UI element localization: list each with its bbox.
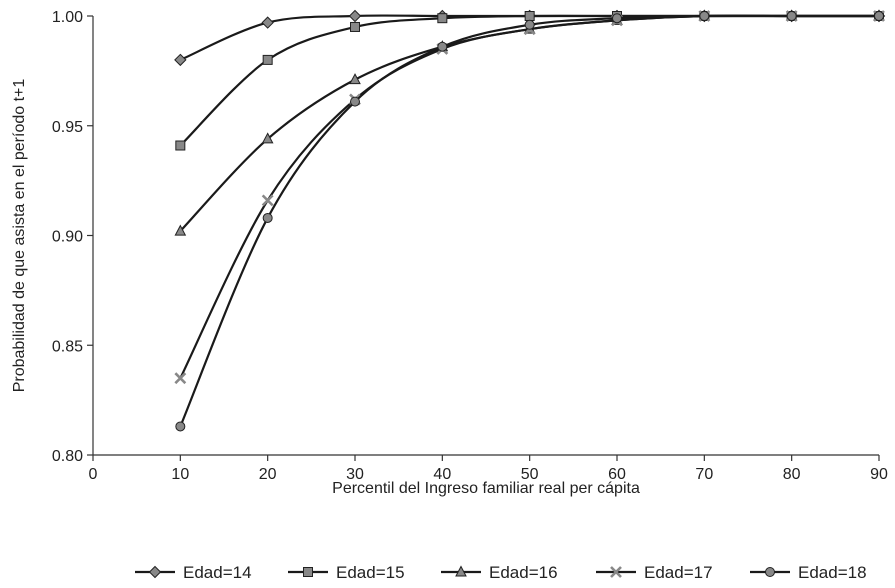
legend-label: Edad=18	[798, 563, 867, 582]
data-point	[174, 372, 187, 385]
data-point	[524, 19, 535, 30]
data-point	[350, 96, 360, 107]
data-point	[174, 53, 187, 67]
data-point	[786, 11, 797, 21]
data-point	[612, 13, 622, 24]
series-line	[179, 14, 879, 147]
series-line	[179, 14, 879, 427]
legend-marker	[303, 567, 313, 577]
legend-item: Edad=17	[596, 563, 713, 582]
y-axis-title: Probabilidad de que asista en el período…	[11, 79, 28, 393]
data-point	[348, 9, 362, 23]
data-point	[699, 11, 710, 21]
legend-item: Edad=18	[750, 563, 867, 582]
data-point	[175, 421, 186, 432]
series-line	[179, 14, 879, 379]
x-tick-label: 60	[608, 466, 626, 483]
data-point	[349, 73, 361, 85]
x-tick-label: 70	[695, 466, 713, 483]
data-point	[261, 132, 274, 144]
data-point	[175, 140, 186, 151]
data-point	[437, 13, 448, 24]
data-point	[261, 16, 274, 29]
legend-marker	[765, 567, 775, 577]
y-tick-label: 1.00	[52, 9, 83, 26]
legend: Edad=14 Edad=15 Edad=16 Edad=17 Edad=18	[135, 563, 867, 582]
x-tick-label: 40	[433, 466, 451, 483]
axes	[92, 16, 879, 456]
x-tick-label: 30	[346, 466, 364, 483]
legend-item: Edad=15	[288, 563, 405, 582]
y-tick-label: 0.90	[52, 229, 83, 246]
legend-marker	[610, 566, 622, 578]
data-point	[437, 41, 448, 52]
x-axis-title: Percentil del Ingreso familiar real per …	[332, 480, 640, 497]
y-tick-label: 0.85	[52, 338, 83, 355]
legend-item: Edad=14	[135, 563, 252, 582]
legend-label: Edad=17	[644, 563, 713, 582]
x-tick-label: 20	[259, 466, 277, 483]
series-line	[179, 14, 879, 232]
series-edad-17	[174, 10, 885, 385]
series-edad-18	[175, 11, 884, 432]
data-point	[261, 194, 274, 207]
legend-label: Edad=16	[489, 563, 558, 582]
data-point	[262, 212, 273, 223]
y-tick-label: 0.80	[52, 448, 83, 465]
data-point	[874, 11, 884, 21]
x-tick-label: 0	[89, 466, 98, 483]
legend-item: Edad=16	[441, 563, 558, 582]
legend-marker	[455, 565, 467, 577]
data-point	[262, 54, 273, 65]
x-tick-label: 80	[783, 466, 801, 483]
legend-label: Edad=15	[336, 563, 405, 582]
data-point	[174, 224, 187, 236]
series-group	[174, 9, 886, 432]
x-tick-label: 50	[521, 466, 539, 483]
data-point	[524, 11, 535, 21]
legend-marker	[148, 565, 162, 579]
tick-labels: 0.80 0.85 0.90 0.95 1.00 0 10 20 30 40 50 60 70 80 90	[52, 9, 888, 483]
x-tick-label: 90	[870, 466, 888, 483]
data-point	[350, 21, 360, 32]
x-tick-label: 10	[171, 466, 189, 483]
legend-label: Edad=14	[183, 563, 252, 582]
y-tick-label: 0.95	[52, 119, 83, 136]
series-edad-16	[174, 9, 885, 236]
